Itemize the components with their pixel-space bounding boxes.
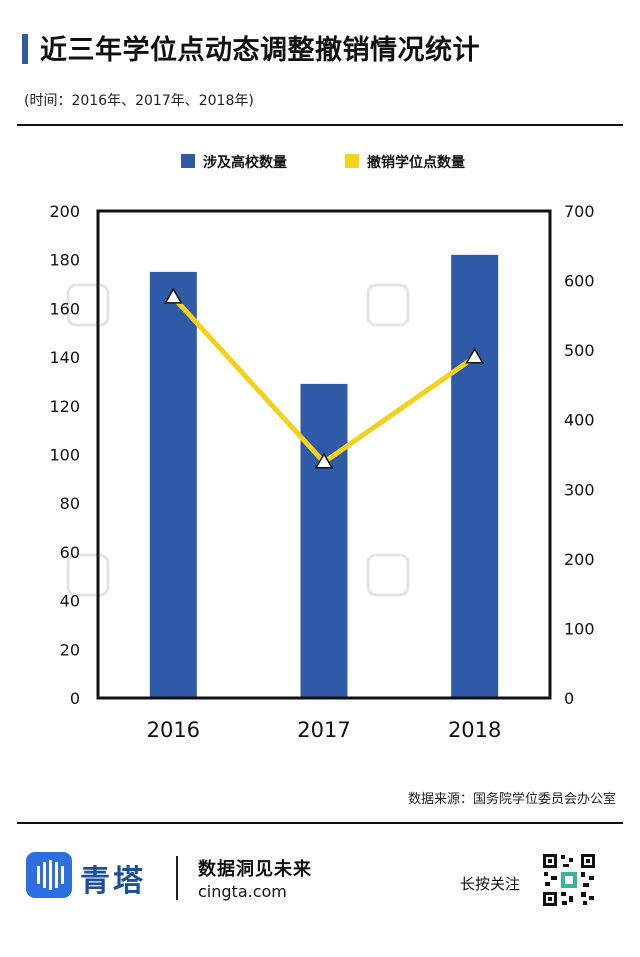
- y-right-tick-100: 100: [564, 619, 595, 638]
- legend-label-line: 撤销学位点数量: [367, 154, 465, 171]
- brand-name: 青塔: [80, 864, 146, 899]
- y-left-tick-160: 160: [49, 299, 80, 318]
- y-left-tick-40: 40: [60, 592, 80, 611]
- x-tick-2017: 2017: [297, 718, 350, 742]
- cingta-logo-icon: [26, 852, 72, 898]
- y-left-tick-0: 0: [70, 689, 80, 708]
- title-accent-bar: [22, 34, 28, 64]
- watermark-logo: [366, 553, 410, 597]
- y-right-tick-700: 700: [564, 202, 595, 221]
- bar-2016: [149, 271, 197, 698]
- bottom-divider: [17, 822, 623, 824]
- line-marker-2018: [465, 347, 484, 364]
- y-right-tick-500: 500: [564, 341, 595, 360]
- y-left-tick-180: 180: [49, 251, 80, 270]
- y-left-tick-60: 60: [60, 543, 80, 562]
- combo-chart: 涉及高校数量 撤销学位点数量 0 20 40 60 80 100 120 140 160 180 200…: [49, 154, 595, 742]
- y-left-tick-100: 100: [49, 446, 80, 465]
- line-marker-2016: [164, 287, 183, 304]
- y-left-tick-20: 20: [60, 640, 80, 659]
- brand-slogan: 数据洞见未来: [198, 859, 312, 880]
- watermark-logo: [66, 283, 110, 327]
- top-divider: [17, 124, 623, 126]
- line-marker-2017: [314, 452, 334, 469]
- watermark-logo: [66, 553, 110, 597]
- watermark-logo: [366, 283, 410, 327]
- qr-code-icon[interactable]: [541, 852, 597, 908]
- y-right-tick-400: 400: [564, 411, 595, 430]
- y-left-tick-200: 200: [49, 202, 80, 221]
- legend-swatch-bars: [181, 154, 195, 168]
- y-right-tick-0: 0: [564, 689, 574, 708]
- x-tick-2016: 2016: [147, 718, 200, 742]
- data-source: 数据来源：国务院学位委员会办公室: [407, 792, 616, 807]
- y-right-tick-200: 200: [564, 550, 595, 569]
- x-tick-2018: 2018: [448, 718, 501, 742]
- footer-separator: [176, 856, 178, 900]
- follow-label: 长按关注: [460, 875, 521, 893]
- y-right-tick-300: 300: [564, 480, 595, 499]
- legend-swatch-line: [345, 154, 359, 168]
- brand-website[interactable]: cingta.com: [198, 882, 287, 901]
- bar-2017: [300, 383, 348, 698]
- y-left-tick-140: 140: [49, 348, 80, 367]
- y-right-tick-600: 600: [564, 272, 595, 291]
- y-left-tick-80: 80: [60, 494, 80, 513]
- page-title: 近三年学位点动态调整撤销情况统计: [40, 35, 480, 66]
- plot-frame: [96, 209, 552, 700]
- page-subtitle: (时间：2016年、2017年、2018年): [24, 93, 254, 109]
- y-left-tick-120: 120: [49, 397, 80, 416]
- legend-label-bars: 涉及高校数量: [203, 154, 287, 171]
- bar-2018: [451, 254, 499, 698]
